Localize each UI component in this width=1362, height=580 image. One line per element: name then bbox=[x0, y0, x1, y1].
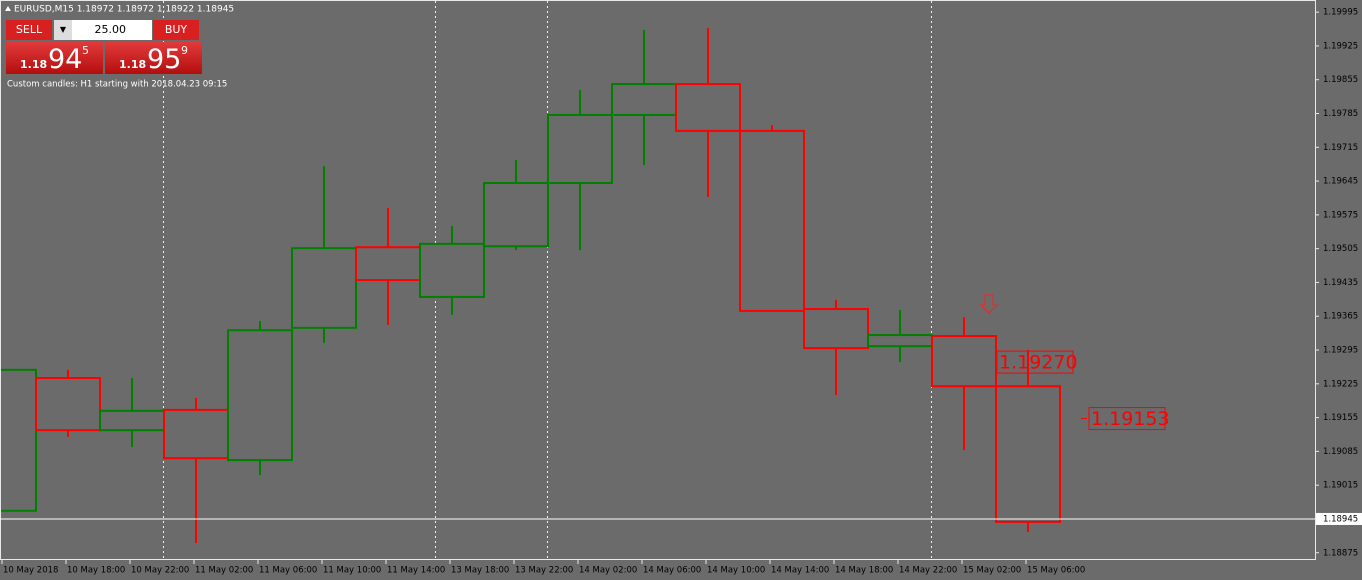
plot bbox=[1, 28, 1061, 544]
separators bbox=[163, 1, 932, 559]
custom-candles-note: Custom candles: H1 starting with 2018.04… bbox=[7, 80, 227, 90]
current-price-box bbox=[1316, 512, 1362, 525]
x-tick-label: 11 May 06:00 bbox=[259, 566, 317, 576]
y-tick-label: 1.19715 bbox=[1323, 143, 1358, 153]
y-tick-label: 1.19645 bbox=[1323, 177, 1358, 187]
sell-price-big: 1.18 bbox=[20, 58, 48, 71]
arrow-marker bbox=[979, 294, 999, 314]
x-tick-label: 15 May 06:00 bbox=[1027, 566, 1085, 576]
candle-body bbox=[483, 182, 549, 248]
annotation-box bbox=[996, 350, 1074, 374]
sell-price-sup: 5 bbox=[82, 44, 89, 57]
buy-button[interactable]: BUY bbox=[153, 20, 199, 40]
x-tick-label: 11 May 14:00 bbox=[387, 566, 445, 576]
buy-price-sup: 9 bbox=[181, 44, 188, 57]
y-tick-label: 1.19435 bbox=[1323, 278, 1358, 288]
y-tick-label: 1.19155 bbox=[1323, 413, 1358, 423]
y-tick-label: 1.19015 bbox=[1323, 481, 1358, 491]
sell-price[interactable]: 1.18 94 5 bbox=[6, 42, 103, 75]
y-tick-label: 1.19085 bbox=[1323, 447, 1358, 457]
annotation-label: 1.19270 bbox=[999, 352, 1078, 374]
candle-body bbox=[611, 83, 677, 116]
candle-body bbox=[419, 242, 485, 298]
candle-body bbox=[1, 368, 37, 512]
y-tick-label: 1.19575 bbox=[1323, 210, 1358, 220]
candle-body bbox=[995, 385, 1061, 523]
y-tick-label: 1.19995 bbox=[1323, 8, 1358, 18]
y-tick-label: 1.19295 bbox=[1323, 346, 1358, 356]
candle-body bbox=[547, 113, 613, 185]
x-tick-label: 11 May 10:00 bbox=[323, 566, 381, 576]
candle-body bbox=[99, 409, 165, 432]
buy-price[interactable]: 1.18 95 9 bbox=[105, 42, 202, 75]
candle-body bbox=[803, 307, 869, 350]
y-tick-label: 1.18875 bbox=[1323, 548, 1358, 558]
y-tick-label: 1.19505 bbox=[1323, 244, 1358, 254]
x-tick-label: 14 May 22:00 bbox=[899, 566, 957, 576]
x-tick-label: 10 May 22:00 bbox=[131, 566, 189, 576]
volume-spacer bbox=[130, 20, 152, 40]
candle-body bbox=[675, 83, 741, 132]
candle-body bbox=[35, 377, 101, 432]
current-price-label: 1.18945 bbox=[1323, 514, 1358, 524]
y-tick-label: 1.19785 bbox=[1323, 109, 1358, 119]
y-tick-label: 1.19365 bbox=[1323, 312, 1358, 322]
volume-input[interactable]: 25.00 bbox=[72, 20, 130, 40]
y-tick-label: 1.19855 bbox=[1323, 75, 1358, 85]
x-tick-label: 14 May 02:00 bbox=[579, 566, 637, 576]
x-tick-label: 14 May 18:00 bbox=[835, 566, 893, 576]
x-tick-label: 10 May 18:00 bbox=[67, 566, 125, 576]
x-tick-label: 14 May 10:00 bbox=[707, 566, 765, 576]
candle-body bbox=[739, 129, 805, 312]
candle-body bbox=[227, 329, 293, 462]
symbol-info: EURUSD,M15 1.18972 1.18972 1.18922 1.189… bbox=[14, 5, 234, 15]
buy-price-main: 95 bbox=[147, 44, 182, 75]
candle-body bbox=[355, 246, 421, 282]
volume-dropdown[interactable]: ▼ bbox=[54, 20, 72, 40]
x-tick-label: 15 May 02:00 bbox=[963, 566, 1021, 576]
trade-panel: SELL ▼ 25.00 BUY 1.18 94 5 1.18 95 9 bbox=[6, 20, 202, 75]
x-tick-label: 10 May 2018 bbox=[3, 566, 58, 576]
x-tick-label: 14 May 06:00 bbox=[643, 566, 701, 576]
x-tick-label: 13 May 18:00 bbox=[451, 566, 509, 576]
candle-body bbox=[291, 247, 357, 329]
collapse-icon bbox=[5, 6, 11, 11]
y-tick-label: 1.19225 bbox=[1323, 379, 1358, 389]
candle-body bbox=[931, 335, 997, 388]
annotation-label: 1.19153 bbox=[1091, 408, 1170, 430]
buy-price-big: 1.18 bbox=[119, 58, 147, 71]
candle-body bbox=[163, 408, 229, 460]
y-tick-label: 1.19925 bbox=[1323, 41, 1358, 51]
x-tick-label: 11 May 02:00 bbox=[195, 566, 253, 576]
x-tick-label: 14 May 14:00 bbox=[771, 566, 829, 576]
annotation-box bbox=[1088, 407, 1166, 431]
candle-body bbox=[867, 334, 933, 348]
sell-button[interactable]: SELL bbox=[6, 20, 52, 40]
x-tick-label: 13 May 22:00 bbox=[515, 566, 573, 576]
sell-price-main: 94 bbox=[48, 44, 83, 75]
